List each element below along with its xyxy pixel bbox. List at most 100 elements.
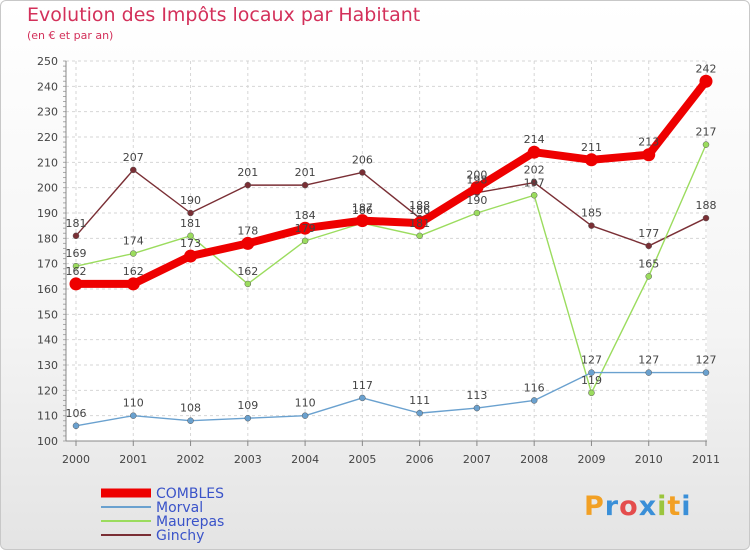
data-label: 185 xyxy=(581,207,602,220)
y-tick-label: 130 xyxy=(37,359,58,372)
data-point xyxy=(702,141,710,148)
series-line-combles xyxy=(76,78,710,288)
y-tick-label: 240 xyxy=(37,80,58,93)
y-tick-label: 160 xyxy=(37,283,58,296)
y-tick-label: 110 xyxy=(37,410,58,423)
data-label: 206 xyxy=(352,153,373,166)
logo-letter: o xyxy=(619,491,639,522)
data-point xyxy=(244,414,252,422)
y-tick-label: 230 xyxy=(37,106,58,119)
data-label: 202 xyxy=(524,164,545,177)
data-label: 214 xyxy=(524,133,545,146)
data-label: 207 xyxy=(123,151,144,164)
logo-letter: t xyxy=(667,491,682,522)
x-tick-label: 2008 xyxy=(520,453,548,466)
legend-label: Maurepas xyxy=(156,514,224,530)
data-point xyxy=(527,145,541,159)
series-line-morval xyxy=(75,371,706,427)
x-tick-label: 2001 xyxy=(119,453,147,466)
data-point xyxy=(530,192,538,199)
data-label: 201 xyxy=(295,166,316,179)
data-point xyxy=(588,369,595,376)
chart-title: Evolution des Impôts locaux par Habitant xyxy=(27,4,421,26)
y-tick-label: 100 xyxy=(37,435,58,448)
proxiti-logo: Proxiti xyxy=(584,491,692,522)
data-label: 111 xyxy=(409,394,430,407)
data-point xyxy=(702,369,710,376)
y-tick-label: 250 xyxy=(37,55,58,68)
x-tick-label: 2005 xyxy=(348,453,376,466)
data-point xyxy=(130,412,137,419)
data-point xyxy=(416,232,423,240)
data-point xyxy=(69,277,83,291)
data-label: 127 xyxy=(638,354,659,367)
data-point xyxy=(645,369,652,376)
x-tick-label: 2009 xyxy=(577,453,605,466)
data-point xyxy=(184,249,198,263)
data-label: 186 xyxy=(409,204,430,217)
y-tick-label: 210 xyxy=(37,156,58,169)
data-point xyxy=(187,232,194,240)
data-label: 198 xyxy=(466,174,487,187)
data-label: 162 xyxy=(237,265,258,278)
data-point xyxy=(187,417,194,424)
data-label: 213 xyxy=(638,136,659,149)
data-point xyxy=(699,74,713,88)
data-point xyxy=(187,209,194,217)
legend-label: Ginchy xyxy=(156,528,204,544)
y-tick-label: 120 xyxy=(37,384,58,397)
data-label: 169 xyxy=(66,247,87,260)
data-label: 197 xyxy=(524,176,545,189)
data-label: 117 xyxy=(352,379,373,392)
y-tick-label: 190 xyxy=(37,207,58,220)
logo-letter: x xyxy=(638,491,658,522)
data-label: 201 xyxy=(237,166,258,179)
x-tick-label: 2007 xyxy=(463,453,491,466)
data-label: 162 xyxy=(66,265,87,278)
data-label: 127 xyxy=(696,354,717,367)
data-point xyxy=(301,412,309,419)
data-label: 109 xyxy=(237,399,258,412)
logo-letter: i xyxy=(681,491,692,522)
data-label: 181 xyxy=(409,217,430,230)
y-tick-label: 170 xyxy=(37,258,58,271)
data-label: 173 xyxy=(180,237,201,250)
y-tick-label: 200 xyxy=(37,182,58,195)
data-label: 181 xyxy=(180,217,201,230)
data-point xyxy=(416,409,423,417)
x-tick-label: 2011 xyxy=(692,453,720,466)
data-point xyxy=(72,422,80,430)
data-point xyxy=(72,262,80,270)
data-label: 177 xyxy=(638,227,659,240)
data-point xyxy=(301,237,309,245)
data-point xyxy=(413,216,427,230)
data-point xyxy=(355,214,369,228)
chart-subtitle: (en € et par an) xyxy=(27,29,114,42)
x-tick-label: 2010 xyxy=(635,453,663,466)
data-label: 186 xyxy=(352,204,373,217)
logo-letter: P xyxy=(584,491,605,522)
data-label: 113 xyxy=(466,389,487,402)
data-label: 127 xyxy=(581,354,602,367)
y-tick-label: 180 xyxy=(37,232,58,245)
data-point xyxy=(530,179,538,186)
data-label: 165 xyxy=(638,257,659,270)
data-label: 119 xyxy=(581,374,602,387)
data-label: 211 xyxy=(581,141,602,154)
data-point xyxy=(359,169,366,176)
x-tick-label: 2004 xyxy=(291,453,319,466)
data-label: 162 xyxy=(123,265,144,278)
data-point xyxy=(645,242,652,250)
data-label: 190 xyxy=(180,194,201,207)
data-label: 188 xyxy=(409,199,430,212)
data-point xyxy=(470,181,484,195)
data-point xyxy=(130,166,137,174)
data-label: 110 xyxy=(295,397,316,410)
data-label: 174 xyxy=(123,235,144,248)
data-point xyxy=(588,389,595,397)
logo-letter: r xyxy=(604,491,620,522)
data-point xyxy=(473,209,481,217)
data-label: 217 xyxy=(696,126,717,139)
